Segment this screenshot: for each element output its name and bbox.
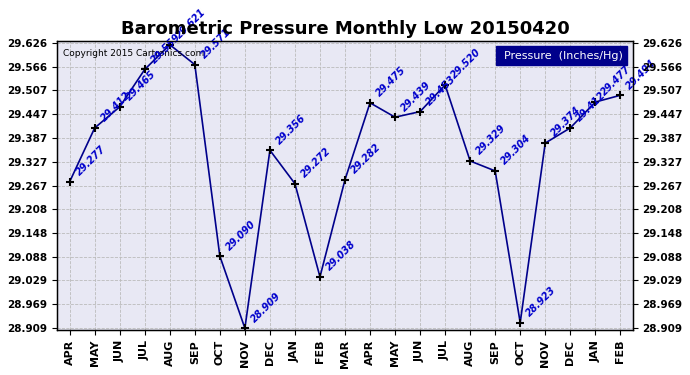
Text: 29.494: 29.494 xyxy=(624,57,658,91)
Text: 29.374: 29.374 xyxy=(549,105,583,139)
Text: Copyright 2015 Cartronics.com: Copyright 2015 Cartronics.com xyxy=(63,50,204,58)
Text: 29.282: 29.282 xyxy=(349,142,383,176)
Text: 29.277: 29.277 xyxy=(74,144,108,177)
Text: 29.477: 29.477 xyxy=(600,64,633,98)
Text: 29.329: 29.329 xyxy=(474,123,508,157)
Text: 29.520: 29.520 xyxy=(449,47,483,81)
Text: 29.559: 29.559 xyxy=(149,32,183,65)
Text: 29.090: 29.090 xyxy=(224,218,257,252)
Text: 29.356: 29.356 xyxy=(274,112,308,146)
Text: 29.304: 29.304 xyxy=(500,133,533,167)
Text: 29.038: 29.038 xyxy=(324,239,357,273)
Legend: Pressure  (Inches/Hg): Pressure (Inches/Hg) xyxy=(496,46,627,65)
Text: 29.272: 29.272 xyxy=(299,146,333,180)
Text: 29.621: 29.621 xyxy=(174,7,208,40)
Text: 29.412: 29.412 xyxy=(99,90,132,124)
Text: 29.453: 29.453 xyxy=(424,74,458,107)
Text: 28.909: 28.909 xyxy=(249,291,283,324)
Text: 29.571: 29.571 xyxy=(199,27,233,60)
Text: 29.475: 29.475 xyxy=(374,65,408,99)
Title: Barometric Pressure Monthly Low 20150420: Barometric Pressure Monthly Low 20150420 xyxy=(121,20,569,38)
Text: 29.412: 29.412 xyxy=(575,90,608,124)
Text: 29.465: 29.465 xyxy=(124,69,157,103)
Text: 29.439: 29.439 xyxy=(400,80,433,113)
Text: 28.923: 28.923 xyxy=(524,285,558,318)
